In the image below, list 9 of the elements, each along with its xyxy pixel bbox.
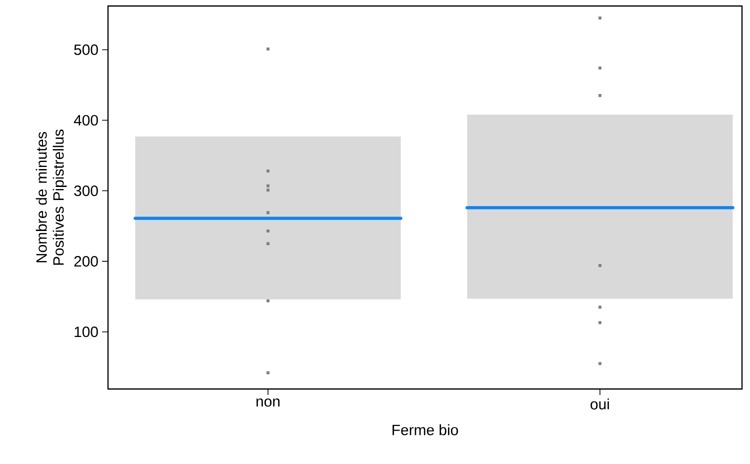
x-tick-label: oui: [590, 398, 609, 410]
y-tick-label: 300: [74, 185, 98, 196]
x-axis-title: Ferme bio: [392, 424, 458, 436]
y-tick-label: 500: [74, 44, 98, 56]
y-tick-label: 100: [74, 326, 98, 338]
y-axis-title: Nombre de minutes Positives Pipistrellus: [36, 130, 67, 265]
y-tick-label: 200: [74, 256, 98, 267]
y-tick-label: 400: [74, 114, 98, 126]
x-tick-label: non: [256, 398, 280, 407]
